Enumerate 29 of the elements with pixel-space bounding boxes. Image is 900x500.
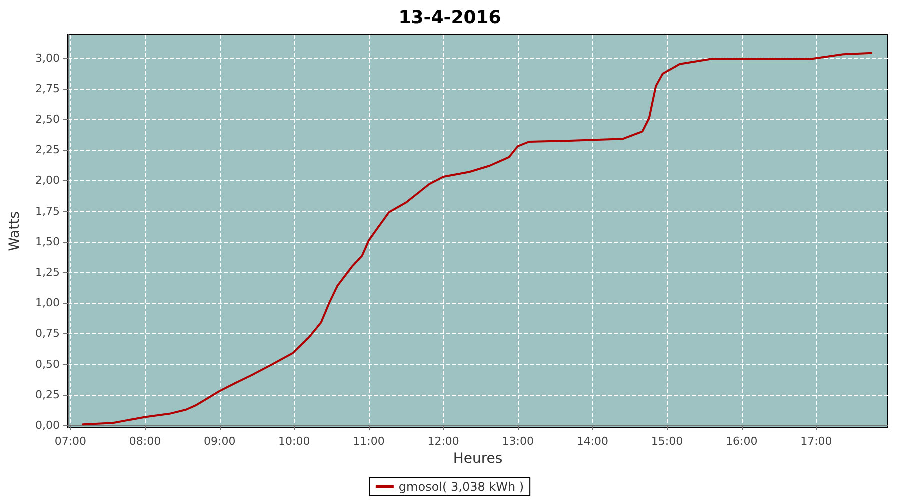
x-tick-label: 11:00 <box>353 435 385 448</box>
line-series <box>82 52 873 426</box>
y-tick-label: 0,00 <box>36 419 60 432</box>
x-tick-label: 13:00 <box>502 435 534 448</box>
x-tick-label: 12:00 <box>428 435 460 448</box>
y-tick-label: 1,75 <box>36 204 60 218</box>
y-tick-label: 0,75 <box>36 327 60 340</box>
y-tick-label: 2,75 <box>36 82 60 96</box>
x-tick-label: 15:00 <box>651 435 684 448</box>
y-tick-label: 0,25 <box>36 388 60 402</box>
legend-label: gmosol( 3,038 kWh ) <box>398 480 524 494</box>
x-tick-label: 09:00 <box>204 435 236 448</box>
x-tick-label: 08:00 <box>129 435 162 448</box>
y-tick-label: 1,25 <box>36 266 60 280</box>
x-tick-label: 07:00 <box>54 435 87 448</box>
x-tick-label: 14:00 <box>576 435 609 448</box>
chart-title: 13-4-2016 <box>398 8 502 28</box>
y-tick-label: 1,50 <box>36 235 60 248</box>
y-tick-label: 2,25 <box>36 144 60 157</box>
y-tick-label: 0,50 <box>36 358 60 371</box>
x-tick-label: 17:00 <box>800 435 832 448</box>
y-tick-label: 3,00 <box>36 52 60 65</box>
x-axis-title: Heures <box>453 451 503 467</box>
x-tick-label: 16:00 <box>726 435 758 448</box>
y-tick-label: 2,00 <box>36 174 60 188</box>
y-axis-title: Watts <box>7 212 23 252</box>
y-tick-label: 1,00 <box>36 296 60 310</box>
y-tick-label: 2,50 <box>36 112 60 126</box>
x-tick-label: 10:00 <box>278 435 310 448</box>
